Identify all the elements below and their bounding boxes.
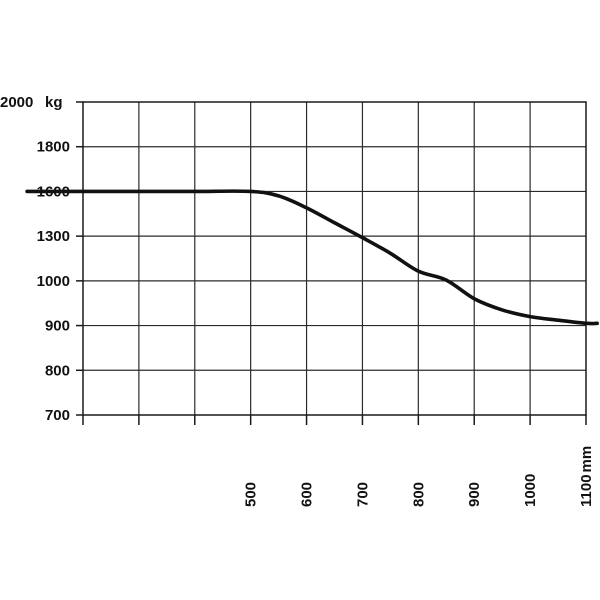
y-tick-label: 700 [45, 407, 70, 424]
y-tick-label: 1300 [37, 228, 70, 245]
series [25, 189, 599, 326]
x-tick-label: 1000 [522, 474, 539, 507]
y-tick-label: 1000 [37, 273, 70, 290]
x-tick-label: 1100mm [578, 446, 595, 507]
plot-frame [82, 101, 587, 416]
x-unit-label: mm [578, 446, 595, 473]
y-tick-label: 2000 [0, 94, 33, 111]
y-tick-label: 800 [45, 362, 70, 379]
x-tick-label: 800 [410, 482, 427, 507]
x-tick-label: 700 [354, 482, 371, 507]
x-tick-label: 600 [299, 482, 316, 507]
x-tick-label: 500 [243, 482, 260, 507]
y-tick-label: 900 [45, 318, 70, 335]
y-unit-label: kg [45, 94, 63, 111]
tick-marks [76, 101, 587, 425]
y-tick-label: 1800 [37, 139, 70, 156]
series-line [25, 189, 599, 326]
x-axis-labels: 500 600 700 800 900 1000 1100mm [243, 446, 595, 507]
x-tick-label: 900 [466, 482, 483, 507]
grid [82, 101, 587, 416]
